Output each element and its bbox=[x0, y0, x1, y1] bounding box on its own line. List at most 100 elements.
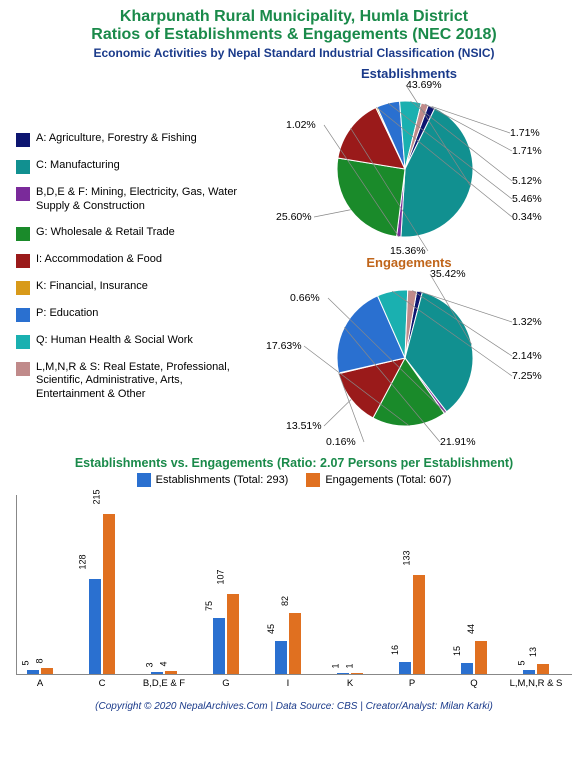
chart-subtitle: Economic Activities by Nepal Standard In… bbox=[10, 46, 578, 60]
bar-group: 1544Q bbox=[461, 641, 487, 674]
legend-label: G: Wholesale & Retail Trade bbox=[36, 226, 175, 240]
bar-category-label: B,D,E & F bbox=[143, 678, 185, 689]
bar: 5 bbox=[523, 670, 535, 674]
bar: 3 bbox=[151, 672, 163, 674]
pie-slice-label: 1.71% bbox=[512, 145, 542, 157]
bar-group: 75107G bbox=[213, 594, 239, 674]
bar: 215 bbox=[103, 514, 115, 674]
bar: 5 bbox=[27, 670, 39, 674]
bar: 45 bbox=[275, 641, 287, 674]
bar-value-label: 1 bbox=[330, 663, 340, 668]
bar: 107 bbox=[227, 594, 239, 674]
bar: 13 bbox=[537, 664, 549, 674]
pie-slice-label: 5.46% bbox=[512, 193, 542, 205]
bar-chart: 58A128215C34B,D,E & F75107G4582I11K16133… bbox=[16, 495, 572, 675]
legend-swatch bbox=[16, 160, 30, 174]
bar: 8 bbox=[41, 668, 53, 674]
bar-group: 513L,M,N,R & S bbox=[523, 664, 549, 674]
legend-label: P: Education bbox=[36, 307, 98, 321]
pie-slice-label: 35.42% bbox=[430, 268, 466, 280]
bar-category-label: A bbox=[37, 678, 43, 689]
bar-legend-swatch bbox=[306, 473, 320, 487]
pie-slice-label: 25.60% bbox=[276, 211, 312, 223]
legend-label: C: Manufacturing bbox=[36, 159, 120, 173]
pie-slice-label: 0.66% bbox=[290, 292, 320, 304]
legend-item: L,M,N,R & S: Real Estate, Professional, … bbox=[16, 361, 240, 402]
bar: 44 bbox=[475, 641, 487, 674]
bar-group: 4582I bbox=[275, 613, 301, 674]
bar-value-label: 15 bbox=[452, 646, 462, 656]
pie-slice-label: 2.14% bbox=[512, 350, 542, 362]
bar-value-label: 75 bbox=[204, 601, 214, 611]
legend-item: K: Financial, Insurance bbox=[16, 280, 240, 295]
legend-item: G: Wholesale & Retail Trade bbox=[16, 226, 240, 241]
bar-value-label: 4 bbox=[158, 662, 168, 667]
pie-slice-label: 17.63% bbox=[266, 340, 302, 352]
pie-slice-label: 7.25% bbox=[512, 370, 542, 382]
bar-group: 58A bbox=[27, 668, 53, 674]
bar-value-label: 1 bbox=[344, 663, 354, 668]
bar-category-label: L,M,N,R & S bbox=[510, 678, 563, 689]
bar-value-label: 5 bbox=[20, 661, 30, 666]
legend-swatch bbox=[16, 308, 30, 322]
pie2-chart: 1.32% 35.42% 0.66% 17.63% 13.51% 0.16% 21.91% 7… bbox=[240, 270, 570, 450]
pie-slice-label: 1.71% bbox=[510, 127, 540, 139]
bar-group: 34B,D,E & F bbox=[151, 671, 177, 674]
bar-value-label: 82 bbox=[280, 596, 290, 606]
bar-group: 16133P bbox=[399, 575, 425, 674]
bar-legend-label: Establishments (Total: 293) bbox=[156, 474, 289, 486]
bar-category-label: G bbox=[222, 678, 229, 689]
bar-group: 11K bbox=[337, 673, 363, 674]
legend-item: A: Agriculture, Forestry & Fishing bbox=[16, 132, 240, 147]
pie-slice-label: 21.91% bbox=[440, 436, 476, 448]
bar: 16 bbox=[399, 662, 411, 674]
pie-slice-label: 1.32% bbox=[512, 316, 542, 328]
bar-group: 128215C bbox=[89, 514, 115, 674]
title-line1: Kharpunath Rural Municipality, Humla Dis… bbox=[10, 8, 578, 26]
bar-legend-item: Establishments (Total: 293) bbox=[137, 473, 289, 487]
bar-category-label: P bbox=[409, 678, 415, 689]
legend-swatch bbox=[16, 254, 30, 268]
bar-category-label: C bbox=[99, 678, 106, 689]
bar: 82 bbox=[289, 613, 301, 674]
legend-swatch bbox=[16, 335, 30, 349]
bar-value-label: 8 bbox=[34, 659, 44, 664]
legend-swatch bbox=[16, 227, 30, 241]
pie-slice-label: 1.02% bbox=[286, 119, 316, 131]
pie-slice-label: 13.51% bbox=[286, 420, 322, 432]
legend-label: K: Financial, Insurance bbox=[36, 280, 148, 294]
legend-item: C: Manufacturing bbox=[16, 159, 240, 174]
bar: 4 bbox=[165, 671, 177, 674]
legend-item: I: Accommodation & Food bbox=[16, 253, 240, 268]
bar-category-label: K bbox=[347, 678, 353, 689]
legend-item: P: Education bbox=[16, 307, 240, 322]
bar-category-label: I bbox=[287, 678, 290, 689]
bar-value-label: 13 bbox=[528, 647, 538, 657]
pie1-chart: 1.71% 43.69% 1.02% 25.60% 15.36% 0.34% 5.46% 5.… bbox=[240, 81, 570, 261]
legend-item: Q: Human Health & Social Work bbox=[16, 334, 240, 349]
legend-swatch bbox=[16, 281, 30, 295]
bar-legend-swatch bbox=[137, 473, 151, 487]
category-legend: A: Agriculture, Forestry & Fishing C: Man… bbox=[10, 66, 240, 450]
legend-item: B,D,E & F: Mining, Electricity, Gas, Wat… bbox=[16, 186, 240, 214]
legend-label: Q: Human Health & Social Work bbox=[36, 334, 193, 348]
bar-value-label: 5 bbox=[516, 661, 526, 666]
legend-swatch bbox=[16, 362, 30, 376]
bar: 133 bbox=[413, 575, 425, 674]
bar-chart-legend: Establishments (Total: 293) Engagements (… bbox=[0, 473, 588, 487]
bar-value-label: 45 bbox=[266, 623, 276, 633]
pie-slice-label: 0.34% bbox=[512, 211, 542, 223]
legend-label: L,M,N,R & S: Real Estate, Professional, … bbox=[36, 361, 240, 402]
bar-category-label: Q bbox=[470, 678, 477, 689]
bar-legend-item: Engagements (Total: 607) bbox=[306, 473, 451, 487]
bar-value-label: 215 bbox=[91, 489, 101, 504]
bar-chart-title: Establishments vs. Engagements (Ratio: 2… bbox=[0, 456, 588, 470]
legend-label: A: Agriculture, Forestry & Fishing bbox=[36, 132, 197, 146]
bar-value-label: 44 bbox=[466, 624, 476, 634]
pie-slice-label: 0.16% bbox=[326, 436, 356, 448]
pie-slice-label: 5.12% bbox=[512, 175, 542, 187]
pie-slice-label: 43.69% bbox=[406, 79, 442, 91]
legend-label: B,D,E & F: Mining, Electricity, Gas, Wat… bbox=[36, 186, 240, 214]
bar-legend-label: Engagements (Total: 607) bbox=[325, 474, 451, 486]
pie-slice-label: 15.36% bbox=[390, 245, 426, 257]
